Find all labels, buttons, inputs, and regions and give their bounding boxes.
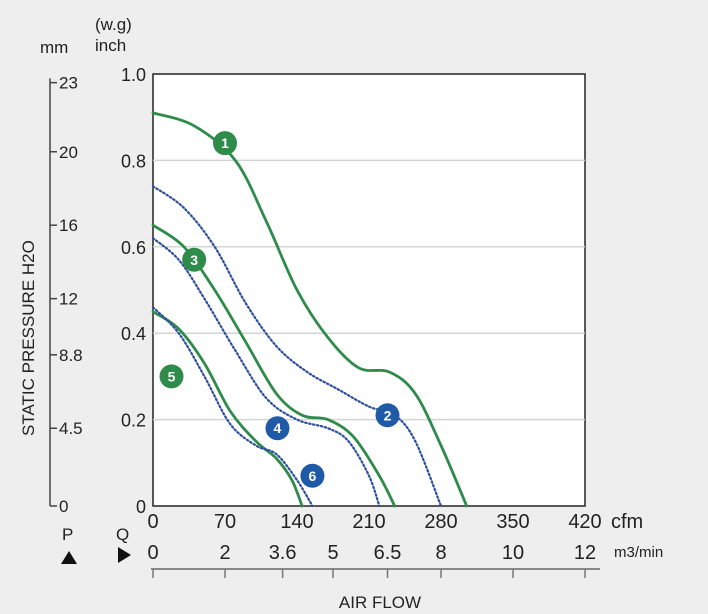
mm-tick-label: 20 [59,143,78,162]
m3-tick-label: 5 [327,542,338,564]
airflow-axis-ticks [152,569,586,578]
cfm-tick-label: 280 [424,511,457,533]
curve-badge-3 [182,247,207,272]
m3-tick-label: 10 [502,542,524,564]
curve-5 [151,310,304,508]
inch-unit-label: inch [95,36,126,55]
m3-tick-label: 2 [219,542,230,564]
p-up-arrow-icon [61,551,77,564]
q-right-arrow-icon [118,547,131,563]
y-axis-label: STATIC PRESSURE H2O [19,240,38,436]
inch-tick-label: 0.2 [121,411,146,431]
cfm-tick-label: 140 [280,511,313,533]
inch-tick-label: 0.6 [121,238,146,258]
curve-badge-label-2: 2 [384,407,392,423]
curve-badge-label-1: 1 [221,135,229,151]
m3-tick-label: 0 [147,542,158,564]
m3-tick-label: 12 [574,542,596,564]
wg-unit-label: (w.g) [95,15,132,34]
mm-tick-label: 8.8 [59,346,83,365]
curve-badge-2 [375,403,400,428]
cfm-tick-label: 350 [496,511,529,533]
p-axis-symbol: P [62,525,73,544]
m3-tick-label: 3.6 [269,542,297,564]
curve-badge-6 [300,463,325,488]
inch-tick-label: 1.0 [121,65,146,85]
cfm-tick-label: 0 [147,511,158,533]
mm-unit-label: mm [40,38,68,57]
curve-badge-label-5: 5 [168,368,176,384]
mm-tick-label: 12 [59,290,78,309]
inch-tick-label: 0.8 [121,151,146,171]
m3min-unit-label: m3/min [614,544,663,561]
curve-4 [151,237,381,508]
curve-badge-5 [159,364,184,389]
curve-badge-4 [265,416,290,441]
cfm-tick-label: 210 [352,511,385,533]
x-axis-label: AIR FLOW [339,593,421,612]
mm-tick-label: 0 [59,497,68,516]
cfm-tick-label: 420 [568,511,601,533]
inch-tick-label: 0 [136,497,146,517]
curve-2 [151,185,443,508]
m3-tick-label: 6.5 [374,542,402,564]
curve-badge-label-4: 4 [274,420,282,436]
cfm-unit-label: cfm [611,511,643,533]
curve-badge-label-6: 6 [309,468,317,484]
curve-6 [151,306,314,508]
mm-tick-label: 23 [59,74,78,93]
curve-badge-1 [213,131,237,156]
m3-tick-label: 8 [435,542,446,564]
mm-tick-label: 4.5 [59,419,83,438]
q-axis-symbol: Q [116,525,129,544]
inch-tick-label: 0.4 [121,324,146,344]
cfm-tick-label: 70 [214,511,236,533]
curve-badge-label-3: 3 [190,252,198,268]
mm-tick-label: 16 [59,216,78,235]
curve-labels: 1 2 3 4 5 6 [159,131,400,488]
